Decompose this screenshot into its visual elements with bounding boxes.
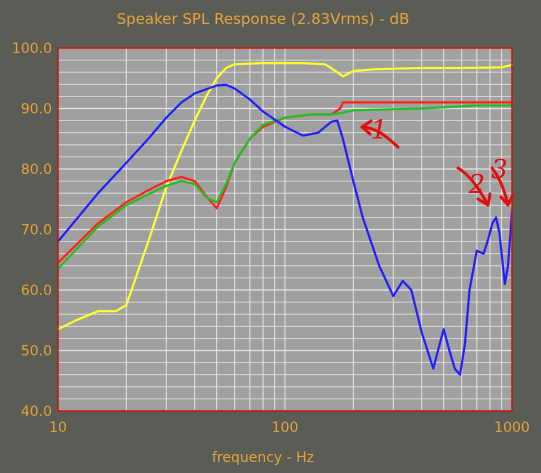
annotation-arrowhead: [360, 119, 373, 136]
plot-frame: [57, 47, 513, 412]
y-tick-label: 40.0: [21, 404, 52, 420]
y-tick-label: 50.0: [21, 344, 52, 360]
annotation-arrowhead: [476, 192, 492, 207]
y-tick-label: 80.0: [21, 162, 52, 178]
chart-title: Speaker SPL Response (2.83Vrms) - dB: [117, 10, 410, 28]
tick-labels: 100.0 90.0 80.0 70.0 60.0 50.0 40.010 100 1000: [12, 41, 530, 436]
annotation-arrow: [360, 125, 400, 149]
annotation-arrow: [456, 166, 490, 207]
series-line-1: [56, 62, 514, 331]
y-tick-label: 90.0: [21, 102, 52, 118]
x-axis-label: frequency - Hz: [212, 450, 314, 466]
x-tick-label: 10: [49, 420, 67, 436]
series-layer: [56, 62, 514, 376]
x-tick-label: 100: [272, 420, 299, 436]
annotation-layer: 123: [360, 116, 515, 207]
annotation-label: 3: [491, 155, 508, 185]
series-line-4: [56, 83, 514, 376]
annotation-arrow: [490, 166, 510, 207]
x-tick-label: 1000: [494, 420, 530, 436]
y-tick-label: 70.0: [21, 223, 52, 239]
series-line-3: [56, 104, 514, 270]
y-tick-label: 100.0: [12, 41, 52, 57]
y-tick-label: 60.0: [21, 283, 52, 299]
